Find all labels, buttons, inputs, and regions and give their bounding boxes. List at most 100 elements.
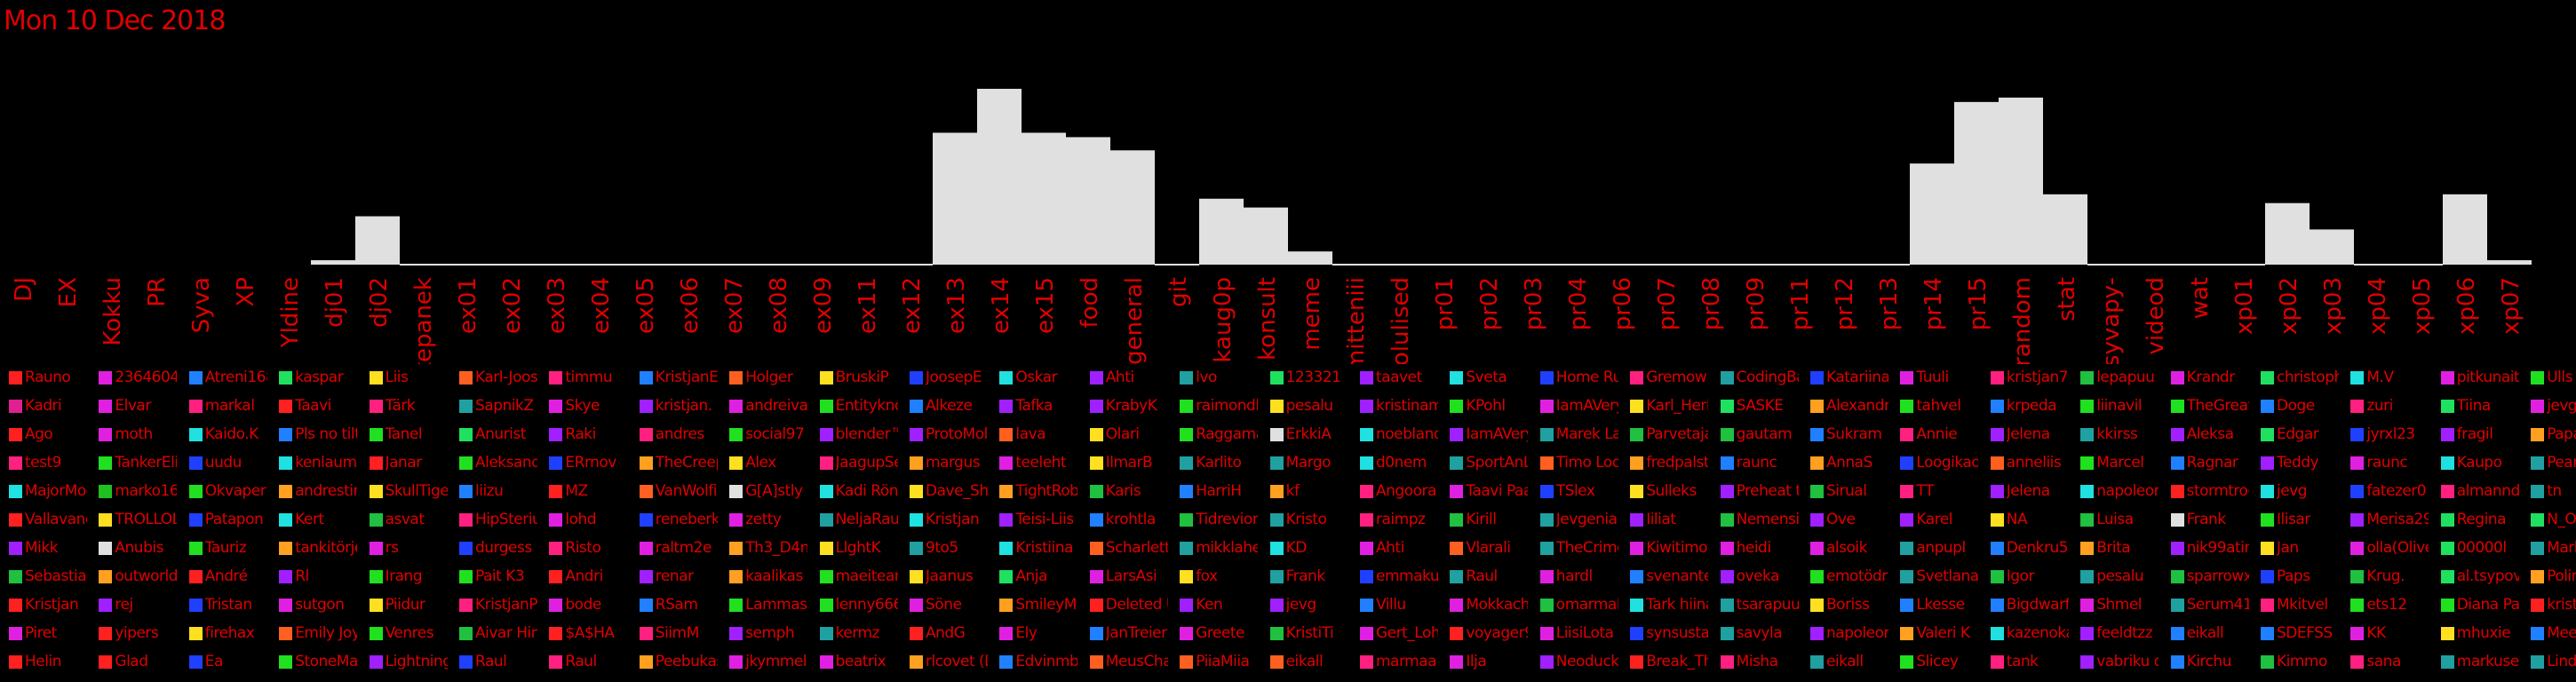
legend-swatch <box>2531 570 2545 583</box>
legend-swatch <box>910 655 923 669</box>
legend-item: pesalu <box>1261 393 1350 421</box>
x-tick-label: syvapy- <box>2098 277 2125 364</box>
legend-name: Krug. <box>2366 567 2405 585</box>
legend-name: Aleksa <box>2186 425 2234 443</box>
legend-swatch <box>1360 400 1373 413</box>
legend-item: stormtroo <box>2162 478 2251 506</box>
legend-item: M.V <box>2341 364 2430 393</box>
legend-swatch <box>99 428 113 441</box>
legend-swatch <box>1990 371 2004 385</box>
legend-item: kermz <box>811 620 900 648</box>
x-tick-label: ex07 <box>721 277 748 334</box>
legend-name: Dave_Shin <box>926 482 988 500</box>
legend-item: TheCreepy <box>631 449 720 478</box>
x-tick-label: olulised <box>1387 277 1414 364</box>
legend-item: fox <box>1171 563 1260 591</box>
legend-item: Denkru56 <box>1982 535 2071 563</box>
legend-name: Peebukas <box>655 653 718 670</box>
legend-swatch <box>1089 542 1103 555</box>
legend-name: Jan <box>2277 539 2299 557</box>
x-tick-label: ex06 <box>677 277 704 334</box>
legend-name: savyla <box>1736 624 1783 642</box>
legend-swatch <box>1720 485 1734 498</box>
legend-item: Oskar <box>990 364 1079 393</box>
legend-name: Entityknow <box>835 397 898 415</box>
legend-item: kristjan74 <box>1982 364 2071 393</box>
legend-item: Alkeze <box>901 393 990 421</box>
legend-name: Meeri <box>2547 624 2576 642</box>
legend-item: Break_The <box>1621 648 1710 677</box>
legend-name: blender™ <box>835 425 898 443</box>
legend-name: Jelena <box>2006 482 2050 500</box>
legend-item: MajorMoo <box>0 478 89 506</box>
legend-name: krpeda <box>2006 397 2057 415</box>
legend-item: emmakupr <box>1351 563 1440 591</box>
legend-item: markal <box>180 393 269 421</box>
legend-name: kkirss <box>2096 425 2138 443</box>
legend-name: Raul <box>475 653 507 670</box>
legend-item: Jelena <box>1982 421 2071 449</box>
legend-swatch <box>1269 428 1284 441</box>
legend-item: MZ <box>540 478 629 506</box>
legend-name: Katariina <box>1826 369 1888 386</box>
legend-swatch <box>1720 513 1734 527</box>
legend-name: eikall <box>1285 653 1324 670</box>
legend-item: André <box>180 563 269 591</box>
legend-item: emotödrui <box>1801 563 1890 591</box>
legend-swatch <box>1180 627 1194 640</box>
legend-name: Parvetaja <box>1646 425 1709 443</box>
legend-swatch <box>1810 371 1824 385</box>
legend-name: André <box>204 567 248 585</box>
legend-name: Atreni168 <box>204 369 267 386</box>
legend-name: kermz <box>835 624 880 642</box>
legend-swatch <box>1900 485 1914 498</box>
legend-swatch <box>639 627 653 640</box>
legend-item: Valeri K <box>1891 620 1980 648</box>
legend-item: Jaanus <box>901 563 990 591</box>
legend-name: TightRobot <box>1015 482 1078 500</box>
legend-name: tn <box>2547 482 2562 500</box>
legend-item: Mkitvel <box>2252 591 2341 620</box>
x-tick-label: konsult <box>1254 277 1281 361</box>
legend-item: Krandr <box>2162 364 2251 393</box>
legend-item: Helin <box>0 648 89 677</box>
legend-item: Kimmo <box>2252 648 2341 677</box>
legend-item: tahvel <box>1891 393 1980 421</box>
x-tick-label: ex14 <box>988 277 1014 334</box>
legend-swatch <box>9 627 22 640</box>
legend-swatch <box>188 599 203 612</box>
legend-name: Ely <box>1015 624 1038 642</box>
legend-name: Ago <box>25 425 53 443</box>
x-tick-label: xp07 <box>2498 277 2524 335</box>
legend-swatch <box>1900 371 1914 385</box>
legend-name: Patapon <box>204 511 264 528</box>
legend-swatch <box>9 655 22 669</box>
legend-item: tankitörje <box>270 535 359 563</box>
legend-item: Andri <box>540 563 629 591</box>
legend-item: markusey <box>2432 648 2521 677</box>
legend-swatch <box>729 371 743 385</box>
legend-swatch <box>188 513 203 527</box>
legend-swatch <box>2440 655 2454 669</box>
bar-random <box>1999 97 2043 266</box>
legend-swatch <box>9 400 22 413</box>
legend-name: Liis <box>385 369 409 386</box>
legend-swatch <box>99 513 113 527</box>
legend-item: 00000l <box>2432 535 2521 563</box>
legend-item: Marcel <box>2071 449 2160 478</box>
legend-item: Edgar <box>2252 421 2341 449</box>
legend-name: nik99atin <box>2186 539 2249 557</box>
legend-name: Villu <box>1376 596 1406 614</box>
legend-item: margus <box>901 449 990 478</box>
legend-item: lvo <box>1171 364 1260 393</box>
bar-meme <box>1288 251 1332 265</box>
legend-name: marko169 <box>115 482 178 500</box>
legend-name: Ove <box>1826 511 1856 528</box>
legend-name: SASKE <box>1736 397 1784 415</box>
legend-name: Paps <box>2277 567 2310 585</box>
legend-item: firehax <box>180 620 269 648</box>
legend-item: rlcovet (D <box>901 648 990 677</box>
legend-item: PapaSay <box>2522 421 2576 449</box>
legend-swatch <box>369 627 383 640</box>
legend-name: Anubis <box>115 539 163 557</box>
